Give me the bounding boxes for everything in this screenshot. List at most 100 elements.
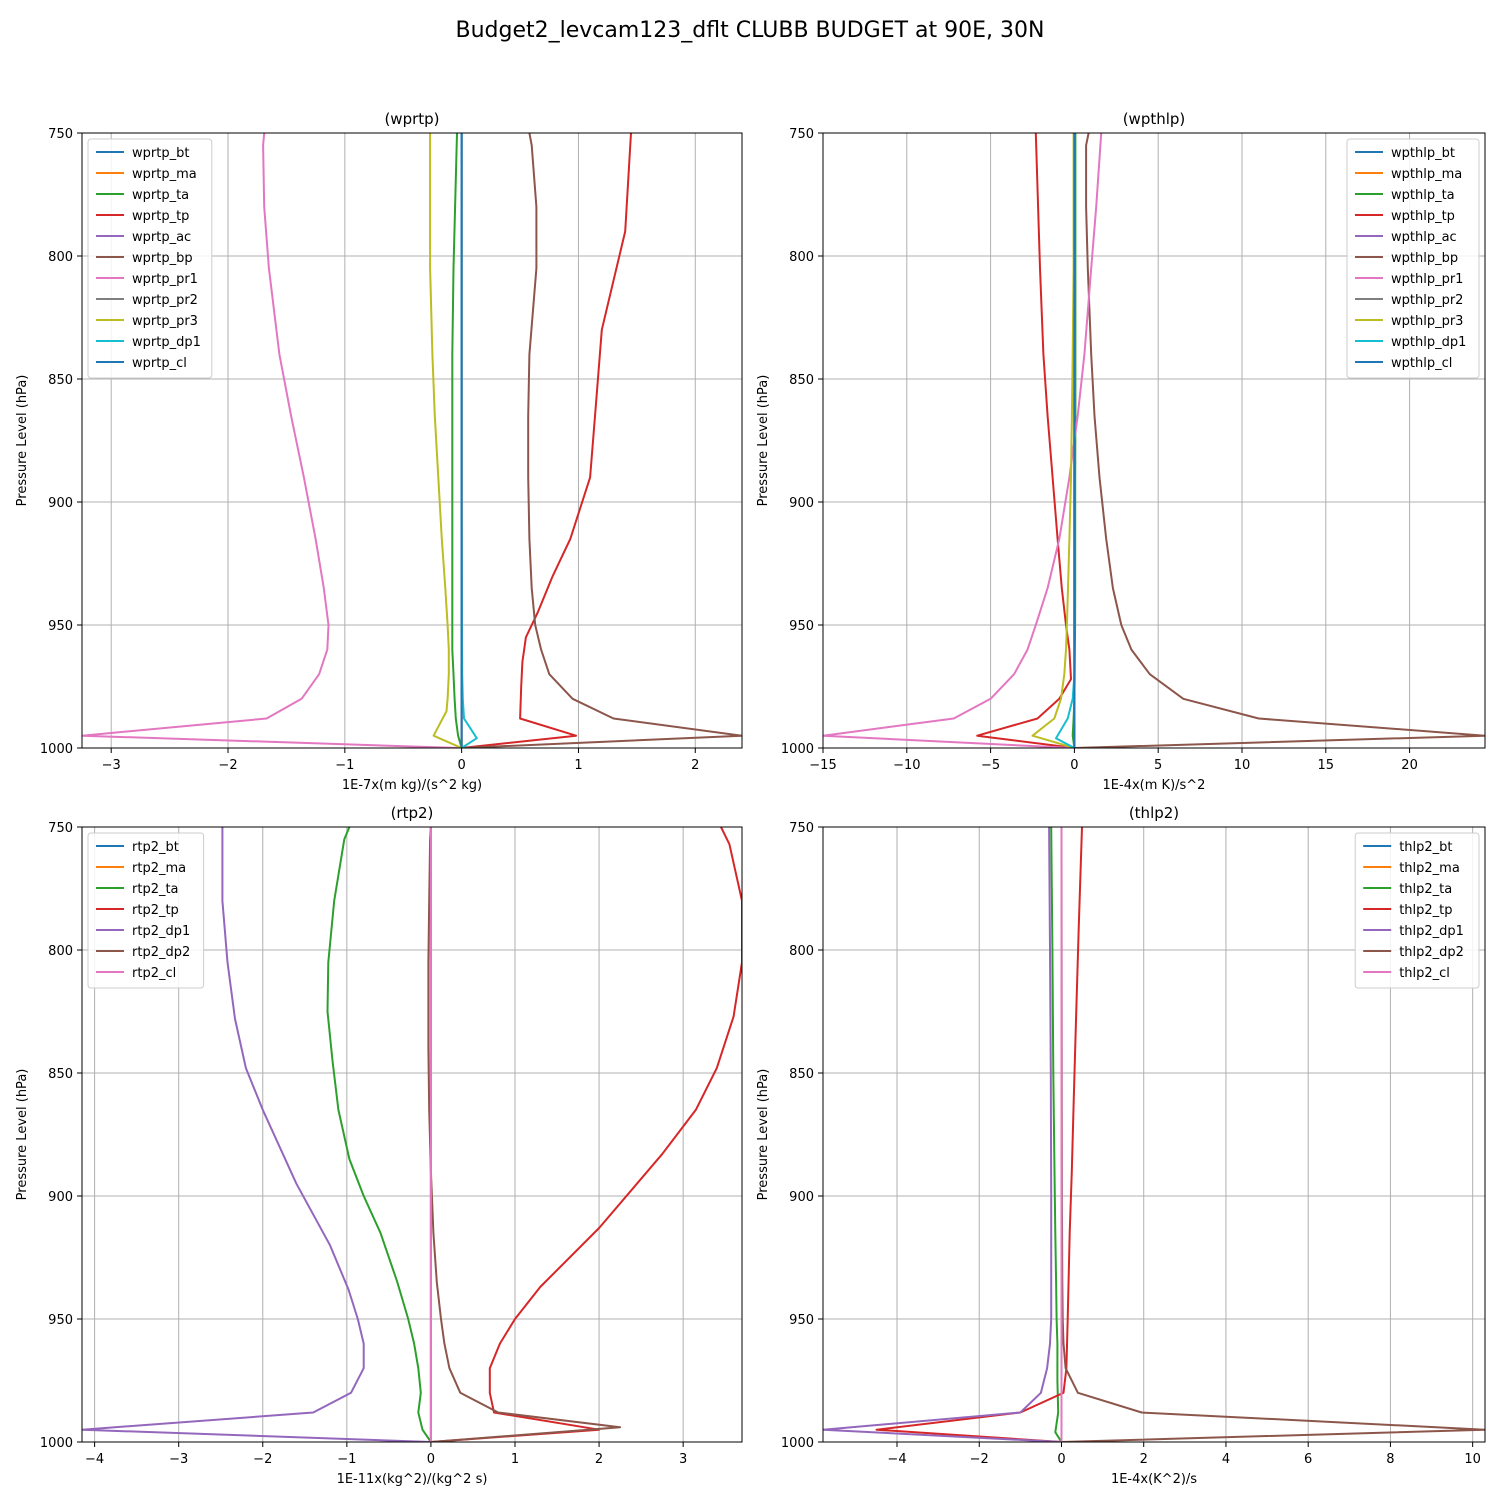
axes-frame (81, 826, 743, 1443)
legend-label: wprtp_pr3 (132, 314, 198, 329)
legend-label: wprtp_cl (132, 356, 187, 371)
legend-label: wpthlp_pr2 (1391, 293, 1463, 308)
subplot-0: −3 −2 −1 0 1 2 750 800 850 900 950 1000 (wprtp) 1E-7x… (15, 110, 743, 793)
subplot-title: (thlp2) (1129, 804, 1179, 822)
x-tick-label: 3 (679, 1452, 687, 1467)
y-tick-label: 900 (789, 1190, 814, 1205)
x-tick-label: 2 (691, 758, 699, 773)
y-tick-label: 950 (789, 619, 814, 634)
x-tick-label: −10 (893, 758, 920, 773)
subplot-1: −15 −10 −5 0 5 10 15 20 750 800 850 900 950 1000 (wpth… (756, 110, 1486, 793)
y-tick-label: 900 (48, 1190, 73, 1205)
x-axis-label: 1E-4x(K^2)/s (1111, 1472, 1197, 1487)
series-line-wpthlp_pr1 (823, 133, 1103, 748)
subplot-title: (rtp2) (391, 804, 434, 822)
legend-label: thlp2_cl (1399, 966, 1450, 981)
legend-label: wpthlp_dp1 (1391, 335, 1466, 350)
series-line-wpthlp_bp (1074, 133, 1485, 748)
legend-label: rtp2_cl (132, 966, 176, 981)
x-tick-label: −2 (253, 1452, 272, 1467)
legend-label: wpthlp_pr1 (1391, 272, 1463, 287)
subplot-2: −4 −3 −2 −1 0 1 2 3 750 800 850 900 950 1000 (rtp2) 1E-… (15, 804, 743, 1487)
x-axis-label: 1E-4x(m K)/s^2 (1103, 778, 1206, 793)
legend-label: wprtp_bt (132, 146, 189, 161)
legend-label: rtp2_tp (132, 903, 179, 918)
legend-label: wpthlp_ac (1391, 230, 1457, 245)
series-line-wprtp_bp (461, 133, 742, 748)
y-axis-label: Pressure Level (hPa) (15, 375, 30, 507)
x-tick-label: 1 (511, 1452, 519, 1467)
y-tick-label: 950 (48, 619, 73, 634)
series-line-thlp2_ta (1050, 827, 1063, 1442)
legend-label: wprtp_pr1 (132, 272, 198, 287)
x-tick-label: 2 (595, 1452, 603, 1467)
y-tick-label: 750 (789, 821, 814, 836)
series-line-wprtp_ta (451, 133, 463, 748)
x-tick-label: −1 (337, 1452, 356, 1467)
x-axis-label: 1E-11x(kg^2)/(kg^2 s) (337, 1472, 488, 1487)
series-group (823, 133, 1485, 748)
x-tick-label: 2 (1140, 1452, 1148, 1467)
legend-label: wpthlp_ta (1391, 188, 1455, 203)
x-tick-label: 5 (1154, 758, 1162, 773)
y-tick-label: 850 (789, 373, 814, 388)
series-group (82, 133, 742, 748)
x-tick-label: −5 (981, 758, 1000, 773)
legend-label: wprtp_pr2 (132, 293, 198, 308)
y-tick-label: 950 (48, 1313, 73, 1328)
legend: wprtp_bt wprtp_ma wprtp_ta wprtp_tp wprtp_ac… (87, 138, 213, 379)
legend-label: rtp2_bt (132, 840, 179, 855)
legend-label: thlp2_dp1 (1399, 924, 1464, 939)
series-line-wprtp_pr3 (429, 133, 463, 748)
series-line-rtp2_dp1 (82, 827, 431, 1442)
legend-label: thlp2_ta (1399, 882, 1452, 897)
legend-label: rtp2_dp1 (132, 924, 190, 939)
x-tick-label: 6 (1304, 1452, 1312, 1467)
y-tick-label: 850 (48, 373, 73, 388)
series-line-wpthlp_pr3 (1031, 133, 1075, 748)
x-tick-label: −4 (887, 1452, 906, 1467)
legend-label: thlp2_dp2 (1399, 945, 1464, 960)
x-tick-label: 10 (1464, 1452, 1481, 1467)
legend-box (1354, 832, 1480, 989)
legend-label: wpthlp_cl (1391, 356, 1452, 371)
y-tick-label: 1000 (781, 1436, 814, 1451)
y-tick-label: 900 (48, 496, 73, 511)
legend-label: wpthlp_tp (1391, 209, 1455, 224)
series-line-thlp2_dp1 (823, 827, 1062, 1442)
y-tick-label: 950 (789, 1313, 814, 1328)
x-tick-label: −3 (169, 1452, 188, 1467)
legend-label: rtp2_ta (132, 882, 179, 897)
series-line-wprtp_tp (461, 133, 632, 748)
y-tick-label: 1000 (781, 742, 814, 757)
y-tick-label: 800 (789, 250, 814, 265)
x-tick-label: 8 (1386, 1452, 1394, 1467)
y-tick-label: 750 (789, 127, 814, 142)
legend-label: wprtp_ma (132, 167, 197, 182)
x-tick-label: 15 (1318, 758, 1335, 773)
legend-label: thlp2_bt (1399, 840, 1452, 855)
series-group (823, 827, 1485, 1442)
axes-frame (822, 826, 1486, 1443)
subplot-title: (wpthlp) (1123, 110, 1186, 128)
x-tick-label: −2 (218, 758, 237, 773)
y-tick-label: 800 (48, 250, 73, 265)
subplot-3: −4 −2 0 2 4 6 8 10 750 800 850 900 950 1000 (thlp2) 1E-… (756, 804, 1486, 1487)
legend-label: wpthlp_bt (1391, 146, 1455, 161)
x-tick-label: 4 (1222, 1452, 1230, 1467)
legend-label: wprtp_bp (132, 251, 193, 266)
x-tick-label: −2 (970, 1452, 989, 1467)
y-axis-label: Pressure Level (hPa) (15, 1069, 30, 1201)
legend-label: thlp2_tp (1399, 903, 1452, 918)
x-tick-label: −4 (85, 1452, 104, 1467)
legend-box (87, 138, 213, 379)
y-tick-label: 850 (789, 1067, 814, 1082)
legend-label: wprtp_tp (132, 209, 189, 224)
y-tick-label: 1000 (40, 1436, 73, 1451)
legend-label: wpthlp_ma (1391, 167, 1462, 182)
series-line-wpthlp_tp (976, 133, 1075, 748)
series-group (82, 827, 742, 1442)
series-line-rtp2_ta (326, 827, 432, 1442)
